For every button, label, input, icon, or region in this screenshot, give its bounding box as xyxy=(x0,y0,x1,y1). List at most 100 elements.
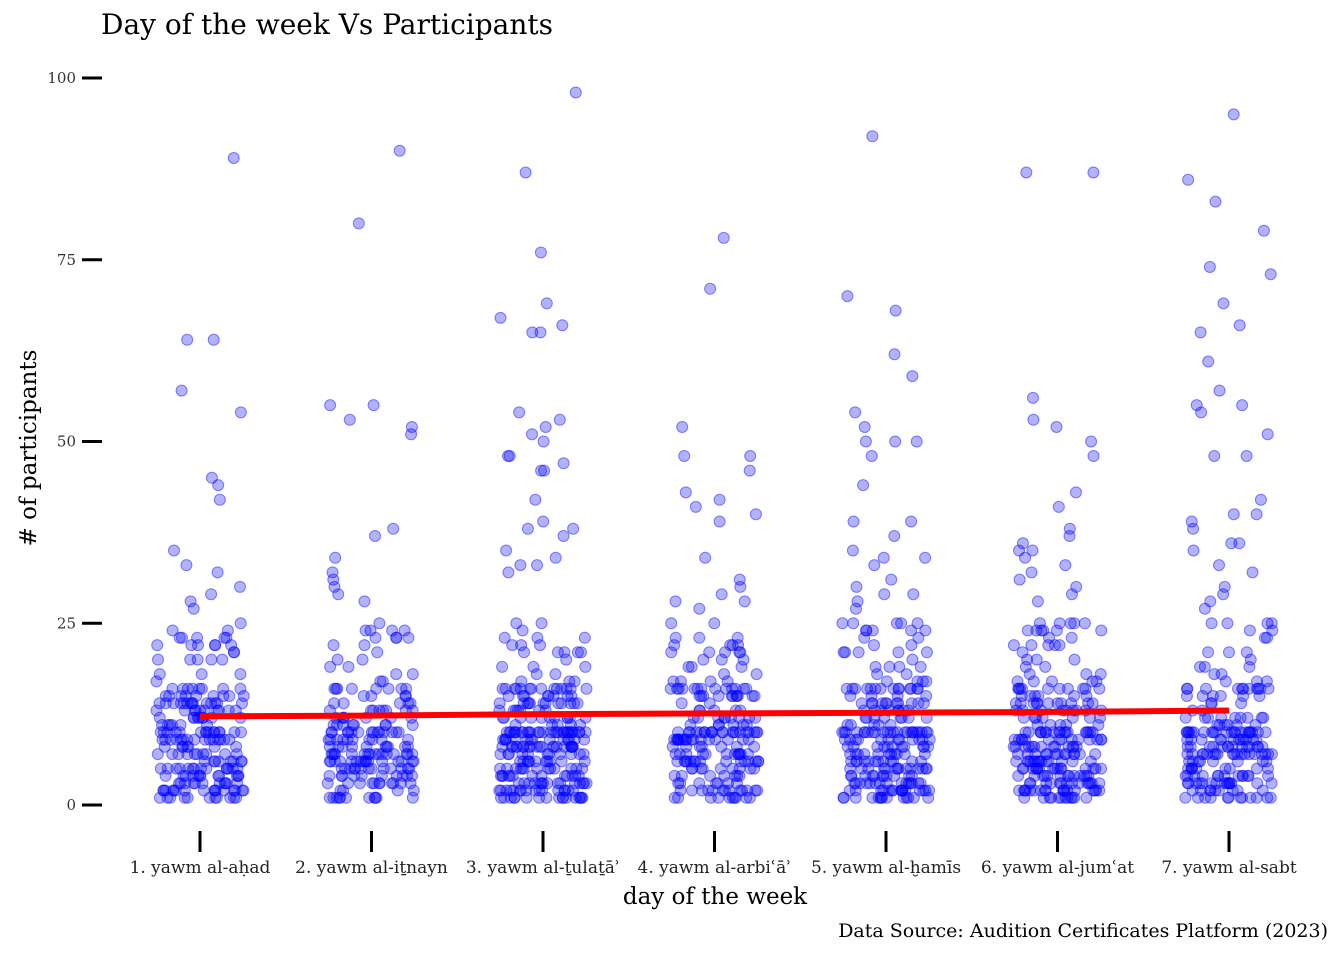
data-point xyxy=(1062,740,1075,753)
data-point xyxy=(154,762,167,775)
data-point xyxy=(1243,682,1255,695)
data-point xyxy=(1242,769,1255,782)
data-point xyxy=(213,726,226,739)
data-point xyxy=(164,791,177,804)
data-point xyxy=(506,639,519,652)
data-point xyxy=(517,697,530,710)
data-point xyxy=(1054,762,1067,775)
data-point xyxy=(234,406,247,419)
data-point xyxy=(1182,762,1195,775)
data-point xyxy=(876,697,889,710)
data-point xyxy=(545,726,557,739)
data-point xyxy=(187,777,200,790)
data-point xyxy=(1019,726,1032,739)
data-point xyxy=(844,719,857,731)
data-point xyxy=(1059,726,1072,739)
data-point xyxy=(541,777,554,790)
data-point xyxy=(911,682,924,695)
data-point xyxy=(922,791,935,804)
data-point xyxy=(1057,784,1070,797)
data-point xyxy=(1227,508,1240,521)
data-point xyxy=(750,726,763,739)
data-point xyxy=(847,740,860,753)
data-point xyxy=(560,653,573,666)
data-point xyxy=(1040,748,1053,761)
data-point xyxy=(1048,639,1061,652)
data-point xyxy=(1226,740,1239,753)
data-point xyxy=(900,791,913,804)
data-point xyxy=(1223,646,1235,659)
data-point xyxy=(907,726,920,739)
data-point xyxy=(508,791,521,804)
data-point xyxy=(712,791,725,804)
data-point xyxy=(695,762,708,775)
data-point xyxy=(1053,726,1066,739)
data-point xyxy=(1254,682,1267,695)
data-point xyxy=(496,660,509,673)
data-point xyxy=(733,748,746,761)
data-point xyxy=(697,653,710,666)
data-point xyxy=(1082,697,1095,710)
data-point xyxy=(1236,769,1249,782)
data-point xyxy=(564,682,577,695)
data-point xyxy=(904,762,917,775)
data-point xyxy=(1084,726,1097,739)
data-point xyxy=(177,769,190,782)
data-point xyxy=(223,690,236,702)
data-point xyxy=(880,675,893,688)
data-point xyxy=(531,762,544,775)
data-point xyxy=(1010,755,1023,768)
data-point xyxy=(175,690,188,702)
data-point xyxy=(1251,726,1264,739)
data-point xyxy=(401,748,414,761)
data-point xyxy=(391,784,404,797)
data-point xyxy=(580,682,593,695)
data-point xyxy=(1246,726,1259,739)
data-point xyxy=(531,740,544,753)
data-point xyxy=(892,733,905,746)
data-point xyxy=(1082,726,1095,739)
data-point xyxy=(506,769,519,782)
data-point xyxy=(1025,566,1038,579)
data-point xyxy=(327,719,340,731)
data-point xyxy=(559,769,571,782)
data-point xyxy=(1262,682,1275,695)
data-point xyxy=(1038,769,1051,782)
data-point xyxy=(395,682,408,695)
data-point xyxy=(493,697,506,710)
data-point xyxy=(387,777,400,790)
data-point xyxy=(189,777,201,790)
data-point xyxy=(205,653,218,666)
data-point xyxy=(167,784,180,797)
data-point xyxy=(1229,711,1242,724)
data-point xyxy=(1013,544,1025,557)
data-point xyxy=(848,777,861,790)
data-point xyxy=(529,755,542,768)
data-point xyxy=(502,450,514,462)
data-point xyxy=(1055,733,1068,746)
data-point xyxy=(1225,777,1238,790)
data-point xyxy=(221,624,234,637)
y-tick-label: 50 xyxy=(57,433,76,451)
data-point xyxy=(734,580,747,593)
data-point xyxy=(671,682,684,695)
data-point xyxy=(192,639,204,652)
data-point xyxy=(743,791,756,804)
data-point xyxy=(679,755,692,768)
data-point xyxy=(1252,740,1265,753)
data-point xyxy=(1196,769,1209,782)
data-point xyxy=(192,769,205,782)
data-point xyxy=(1236,740,1249,753)
data-point xyxy=(717,231,730,244)
data-point xyxy=(1222,740,1234,753)
data-point xyxy=(526,769,539,782)
x-axis: 1. yawm al-aḥad 2. yawm al-iṯnayn 3. yawm … xyxy=(130,831,1297,878)
data-point xyxy=(548,682,561,695)
data-point xyxy=(400,748,413,761)
data-point xyxy=(386,624,399,637)
data-point xyxy=(877,755,890,768)
data-point xyxy=(150,704,163,717)
data-point xyxy=(1052,500,1065,513)
data-point xyxy=(1212,784,1225,797)
data-point xyxy=(699,551,712,564)
